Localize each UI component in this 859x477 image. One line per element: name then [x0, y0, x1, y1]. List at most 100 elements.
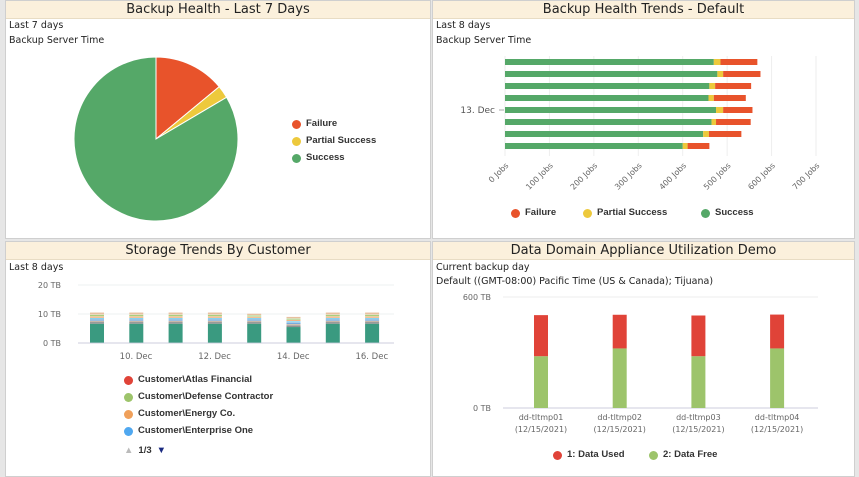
bar-segment-partial-success [703, 131, 709, 137]
bar-segment [90, 323, 104, 343]
bar-segment [286, 320, 301, 321]
x-tick-label: 100 Jobs [524, 161, 555, 192]
bar-segment [207, 323, 222, 343]
legend-item[interactable]: Partial Success [583, 207, 667, 219]
bar-segment-failure [713, 95, 746, 101]
legend-marker-icon [649, 450, 658, 460]
legend-item[interactable]: Failure [511, 207, 556, 219]
trends-bar-chart: 0 Jobs 100 Jobs 200 Jobs 300 Jobs 400 Jobs 50… [460, 56, 822, 192]
x-tick-label: 0 Jobs [487, 161, 510, 184]
legend-item[interactable]: Customer\Atlas Financial [124, 374, 252, 386]
bar-segment [325, 319, 340, 321]
bar-segment--data-used [612, 314, 627, 349]
bar-segment [129, 322, 144, 324]
subtitle-period: Last 7 days [9, 20, 64, 31]
legend-item[interactable]: Failure [292, 118, 337, 130]
bar-segment-success [505, 107, 717, 113]
bar-segment [325, 312, 340, 315]
legend-item[interactable]: Customer\Defense Contractor [124, 391, 273, 403]
bar-segment [247, 313, 262, 316]
bar-segment [286, 321, 301, 323]
legend-marker-icon [292, 153, 301, 163]
bar-segment [286, 322, 301, 324]
bar-segment [247, 320, 262, 323]
x-tick-date: (12/15/2021) [672, 425, 724, 434]
pager-text: 1/3 [138, 445, 152, 456]
bar-segment [325, 322, 340, 324]
bar-segment [90, 314, 104, 317]
subtitle-time: Backup Server Time [436, 35, 532, 46]
legend-item[interactable]: 1: Data Used [553, 449, 625, 461]
legend-label: Customer\Atlas Financial [138, 374, 253, 385]
bar-segment [365, 314, 380, 317]
bar-segment [247, 319, 262, 321]
bar-segment [207, 312, 222, 315]
x-tick-label: 300 Jobs [613, 161, 644, 192]
bar-segment--data-free [534, 356, 548, 408]
bar-segment-success [505, 143, 683, 149]
bar-segment [365, 318, 380, 320]
pager-down-icon[interactable]: ▼ [156, 445, 167, 456]
bar-segment-partial-success [709, 83, 716, 89]
subtitle-period: Last 8 days [9, 262, 64, 273]
x-tick-label: 700 Jobs [791, 161, 822, 192]
storage-bar-chart: 0 TB 10 TB 20 TB 10. Dec 12. Dec 14. Dec 16. D… [38, 281, 394, 362]
bar-segment [90, 322, 104, 324]
bar-segment-partial-success [708, 95, 714, 101]
bar-segment--data-free [770, 348, 785, 408]
legend-item[interactable]: Success [701, 207, 754, 219]
bar-segment [90, 319, 104, 321]
bar-segment [168, 318, 183, 320]
bar-segment-partial-success [682, 143, 688, 149]
legend-label: Customer\Defense Contractor [138, 391, 274, 402]
bar-segment [325, 318, 340, 320]
y-tick-label: 10 TB [38, 310, 61, 319]
bar-segment [129, 314, 144, 317]
legend-marker-icon [292, 136, 301, 146]
bar-segment [168, 316, 183, 318]
bar-segment--data-free [612, 348, 627, 408]
x-tick-label: 500 Jobs [702, 161, 733, 192]
bar-segment [90, 320, 104, 323]
legend-label: 1: Data Used [567, 449, 625, 460]
legend-label: Partial Success [306, 135, 377, 146]
panel-title: Backup Health Trends - Default [433, 1, 854, 19]
y-tick-label: 0 TB [43, 339, 61, 348]
legend-item[interactable]: Partial Success [292, 135, 376, 147]
bar-segment [168, 319, 183, 321]
bar-segment [247, 322, 262, 324]
legend-item[interactable]: 2: Data Free [649, 449, 717, 461]
y-tick-label: 20 TB [38, 281, 61, 290]
legend-item[interactable]: Customer\Energy Co. [124, 408, 235, 420]
bar-segment [325, 320, 340, 323]
bar-segment-failure [716, 119, 751, 125]
legend-marker-icon [124, 392, 133, 402]
dd-bar-chart: 0 TB 600 TB dd-tltmp01 (12/15/2021) dd-tltmp… [463, 293, 818, 434]
x-tick-label: 12. Dec [198, 352, 231, 362]
bar-segment [90, 316, 104, 318]
bar-segment [365, 322, 380, 324]
bar-segment--data-used [534, 315, 548, 357]
bar-segment [286, 327, 301, 343]
bar-segment-failure [715, 83, 752, 89]
subtitle-period: Current backup day [436, 262, 530, 273]
bar-segment-success [505, 71, 718, 77]
bar-segment [129, 316, 144, 318]
legend-pager: ▲ 1/3 ▼ [124, 445, 166, 457]
x-tick-label: 14. Dec [277, 352, 310, 362]
bar-segment [247, 316, 262, 318]
bar-segment [365, 316, 380, 318]
pager-up-icon[interactable]: ▲ [124, 445, 134, 456]
legend-marker-icon [511, 208, 520, 218]
bar-segment-failure [720, 59, 758, 65]
legend-item[interactable]: Success [292, 152, 345, 164]
bar-segment--data-used [770, 314, 785, 349]
legend-label: 2: Data Free [663, 449, 718, 460]
x-tick-date: (12/15/2021) [751, 425, 803, 434]
x-tick-label: dd-tltmp02 [597, 413, 642, 422]
legend-item[interactable]: Customer\Enterprise One [124, 425, 253, 437]
x-tick-label: 400 Jobs [658, 161, 689, 192]
legend-marker-icon [292, 119, 301, 129]
legend-marker-icon [124, 409, 133, 419]
legend-marker-icon [583, 208, 592, 218]
